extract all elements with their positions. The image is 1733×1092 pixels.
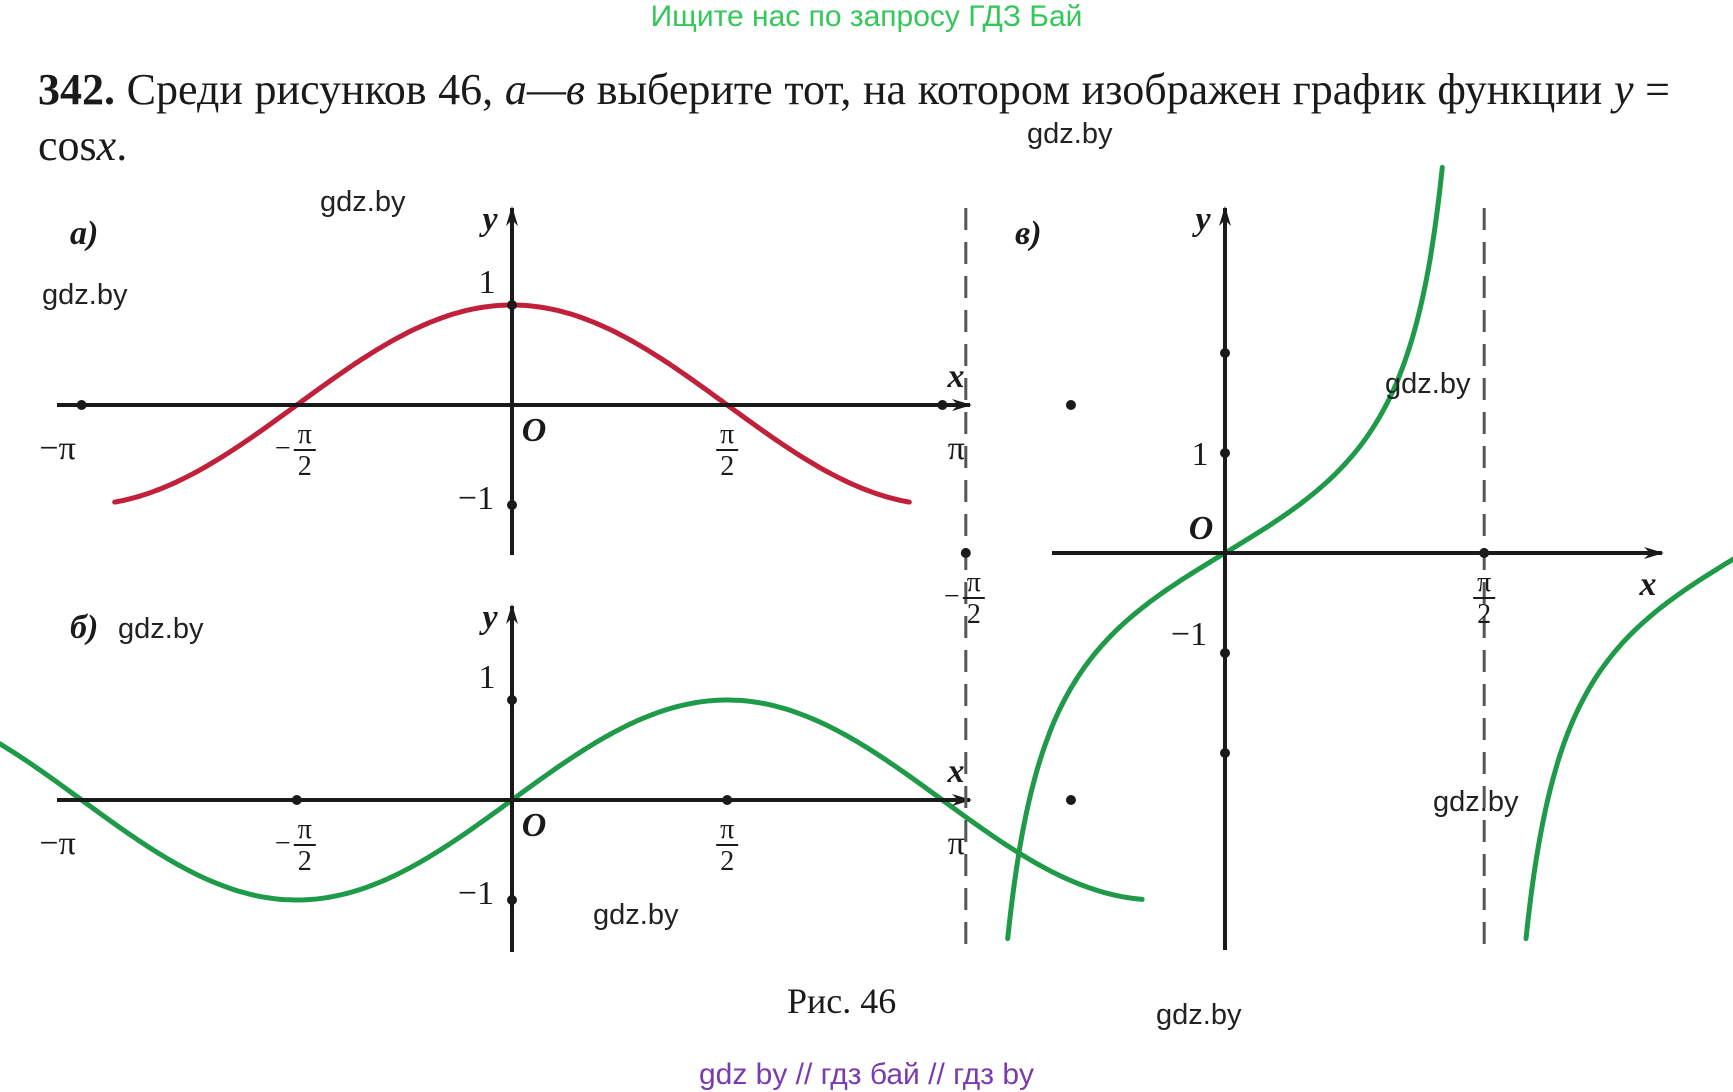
tick-label-numerator: π — [720, 814, 734, 845]
tick-label-denominator: 2 — [720, 846, 734, 877]
x-tick-label: π — [948, 430, 965, 467]
tick-label-sign: − — [275, 433, 291, 464]
x-tick-label: − π2 — [275, 419, 316, 482]
y-tick-label: 1 — [479, 264, 496, 301]
y-axis-dot — [507, 500, 517, 510]
watermark: gdz.by — [1156, 999, 1242, 1031]
task-statement: 342. Среди рисунков 46, а—в выберите тот… — [38, 62, 1670, 174]
formula-eq: = cos — [38, 65, 1670, 170]
y-tick-label: 1 — [479, 659, 496, 696]
y-axis-dot — [507, 300, 517, 310]
x-axis-dot — [1065, 400, 1076, 410]
x-tick-label: − π2 — [275, 814, 316, 877]
y-axis-label: y — [478, 599, 498, 636]
x-axis-label: x — [947, 753, 965, 790]
figure-caption: Рис. 46 — [787, 981, 897, 1021]
tick-label-numerator: π — [967, 567, 981, 598]
x-tick-label: π2 — [716, 814, 739, 877]
tick-label-denominator: 2 — [720, 451, 734, 482]
task-letters: а—в — [504, 65, 586, 114]
y-axis-dot — [1220, 348, 1230, 358]
watermark: gdz.by — [42, 279, 128, 311]
y-tick-label: 1 — [1192, 436, 1209, 473]
x-axis-dot — [1479, 548, 1490, 558]
tick-label-denominator: 2 — [298, 451, 312, 482]
origin-label: O — [522, 412, 547, 449]
tick-label-sign: − — [944, 581, 960, 612]
x-axis-label: x — [1639, 566, 1657, 603]
panel-label: а) — [70, 215, 98, 252]
tick-label-numerator: π — [1477, 567, 1491, 598]
watermark: gdz.by — [1385, 368, 1471, 400]
x-axis-dot — [291, 795, 302, 805]
y-tick-label: −1 — [1171, 616, 1207, 653]
x-tick-label: −π — [39, 430, 75, 467]
x-tick-label: π2 — [1473, 567, 1496, 630]
tick-label-numerator: π — [298, 814, 312, 845]
tick-label-denominator: 2 — [298, 846, 312, 877]
x-axis-dot — [960, 548, 971, 558]
top-banner: Ищите нас по запросу ГДЗ Бай — [650, 0, 1083, 33]
watermark: gdz.by — [118, 613, 204, 645]
y-axis-label: y — [1191, 201, 1211, 238]
y-axis-dot — [1220, 748, 1230, 758]
y-tick-label: −1 — [458, 480, 494, 517]
tick-label-denominator: 2 — [967, 599, 981, 630]
y-axis-dot — [1220, 648, 1230, 658]
tick-label-sign: − — [275, 828, 291, 859]
tick-label-numerator: π — [298, 419, 312, 450]
y-axis-dot — [1220, 448, 1230, 458]
formula-end: . — [116, 121, 128, 170]
formula-arg: x — [96, 121, 117, 170]
tick-label-numerator: π — [720, 419, 734, 450]
y-tick-label: −1 — [458, 875, 494, 912]
origin-label: O — [522, 807, 547, 844]
x-axis-dot — [937, 400, 948, 410]
x-axis-dot — [722, 795, 733, 805]
watermark: gdz.by — [1027, 118, 1113, 150]
y-axis-label: y — [478, 201, 498, 238]
x-axis-label: x — [947, 358, 965, 395]
x-tick-label: − π2 — [944, 567, 985, 630]
panel-label: б) — [70, 609, 98, 646]
watermark: gdz.by — [1433, 786, 1519, 818]
origin-label: O — [1189, 510, 1214, 547]
x-axis-dot — [76, 400, 87, 410]
footer-links: gdz by // гдз бай // гдз by — [698, 1058, 1035, 1091]
panel-label: в) — [1015, 215, 1042, 252]
x-axis-dot — [1065, 795, 1076, 805]
watermark: gdz.by — [593, 899, 679, 931]
function-curve — [1523, 556, 1733, 942]
x-tick-label: π — [948, 825, 965, 862]
y-axis-dot — [507, 695, 517, 705]
x-tick-label: π2 — [716, 419, 739, 482]
task-text-before: Среди рисунков 46, — [126, 65, 494, 114]
task-text-after: выберите тот, на котором изображен графи… — [596, 65, 1603, 114]
y-axis-dot — [507, 895, 517, 905]
formula-var: y — [1614, 65, 1634, 114]
task-number: 342. — [38, 65, 115, 114]
x-tick-label: −π — [39, 825, 75, 862]
tick-label-denominator: 2 — [1477, 599, 1491, 630]
watermark: gdz.by — [320, 186, 406, 218]
